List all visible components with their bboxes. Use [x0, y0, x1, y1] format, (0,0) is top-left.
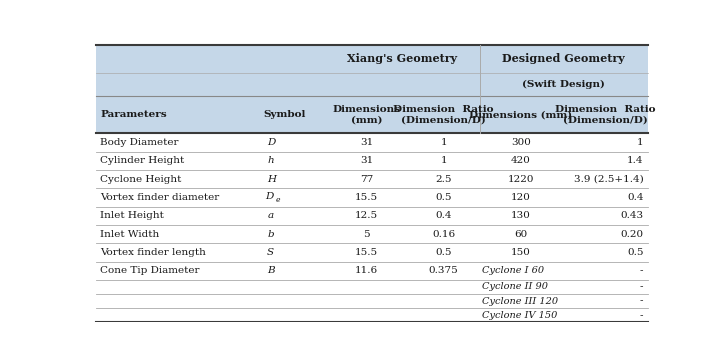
Text: 150: 150 — [511, 248, 531, 257]
Text: -: - — [640, 266, 643, 275]
Bar — [96, 280, 648, 294]
Bar — [96, 225, 648, 243]
Text: Parameters: Parameters — [100, 110, 167, 119]
Text: 5: 5 — [363, 230, 369, 239]
Text: B: B — [268, 266, 275, 275]
Text: 1.4: 1.4 — [627, 156, 643, 165]
Bar — [96, 134, 648, 152]
Text: 300: 300 — [511, 138, 531, 147]
Text: 15.5: 15.5 — [355, 193, 378, 202]
Text: Dimension  Ratio
(Dimension/D): Dimension Ratio (Dimension/D) — [393, 105, 494, 124]
Text: Vortex finder diameter: Vortex finder diameter — [100, 193, 220, 202]
Text: Vortex finder length: Vortex finder length — [100, 248, 206, 257]
Bar — [96, 308, 648, 322]
Text: 31: 31 — [360, 156, 373, 165]
Text: 420: 420 — [511, 156, 531, 165]
Text: a: a — [268, 211, 273, 220]
Text: 2.5: 2.5 — [435, 175, 452, 184]
Text: Body Diameter: Body Diameter — [100, 138, 179, 147]
Text: -: - — [640, 296, 643, 306]
Text: Cyclone IV 150: Cyclone IV 150 — [482, 311, 557, 320]
Text: 1: 1 — [637, 138, 643, 147]
Bar — [96, 188, 648, 207]
Text: 0.43: 0.43 — [620, 211, 643, 220]
Bar — [96, 294, 648, 308]
Text: Cyclone Height: Cyclone Height — [100, 175, 182, 184]
Text: Cylinder Height: Cylinder Height — [100, 156, 184, 165]
Text: 0.4: 0.4 — [435, 211, 452, 220]
Text: -: - — [640, 282, 643, 291]
Bar — [96, 207, 648, 225]
Text: Dimension  Ratio
(Dimension/D): Dimension Ratio (Dimension/D) — [555, 105, 655, 124]
Text: 0.4: 0.4 — [627, 193, 643, 202]
Text: Cyclone I 60: Cyclone I 60 — [482, 266, 544, 275]
Text: 60: 60 — [514, 230, 528, 239]
Text: b: b — [268, 230, 274, 239]
Text: Designed Geometry: Designed Geometry — [502, 53, 625, 64]
Text: 0.375: 0.375 — [429, 266, 458, 275]
Text: e: e — [276, 196, 281, 204]
Text: Cyclone III 120: Cyclone III 120 — [482, 296, 558, 306]
Text: 1: 1 — [440, 156, 447, 165]
Text: Dimensions (mm): Dimensions (mm) — [469, 110, 573, 119]
Text: h: h — [268, 156, 274, 165]
Text: Symbol: Symbol — [264, 110, 306, 119]
Text: 0.5: 0.5 — [435, 248, 452, 257]
Text: 130: 130 — [511, 211, 531, 220]
Text: 120: 120 — [511, 193, 531, 202]
Text: 1: 1 — [440, 138, 447, 147]
Text: 0.5: 0.5 — [627, 248, 643, 257]
Text: 0.5: 0.5 — [435, 193, 452, 202]
Text: 12.5: 12.5 — [355, 211, 378, 220]
Text: Xiang's Geometry: Xiang's Geometry — [347, 53, 458, 64]
Text: -: - — [640, 311, 643, 320]
Text: 0.20: 0.20 — [620, 230, 643, 239]
Text: D: D — [268, 138, 275, 147]
Text: 31: 31 — [360, 138, 373, 147]
Text: Cyclone II 90: Cyclone II 90 — [482, 282, 548, 291]
Text: H: H — [268, 175, 276, 184]
Text: 3.9 (2.5+1.4): 3.9 (2.5+1.4) — [573, 175, 643, 184]
Text: 15.5: 15.5 — [355, 248, 378, 257]
Text: Inlet Width: Inlet Width — [100, 230, 160, 239]
Bar — [96, 73, 648, 96]
Bar — [96, 170, 648, 188]
Text: 0.16: 0.16 — [432, 230, 455, 239]
Text: 1220: 1220 — [508, 175, 534, 184]
Text: S: S — [268, 248, 274, 257]
Text: Dimensions
(mm): Dimensions (mm) — [333, 105, 401, 124]
Text: Cone Tip Diameter: Cone Tip Diameter — [100, 266, 200, 275]
Bar — [96, 243, 648, 262]
Text: Inlet Height: Inlet Height — [100, 211, 164, 220]
Bar — [96, 262, 648, 280]
Text: D: D — [265, 192, 273, 201]
Text: (Swift Design): (Swift Design) — [522, 80, 605, 89]
Text: 77: 77 — [360, 175, 373, 184]
Bar — [96, 152, 648, 170]
Text: 11.6: 11.6 — [355, 266, 378, 275]
